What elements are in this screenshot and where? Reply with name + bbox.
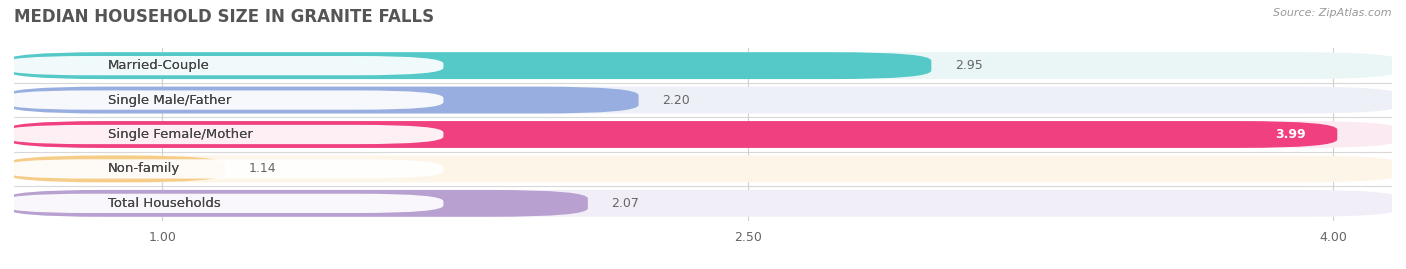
Text: 2.07: 2.07 — [612, 197, 640, 210]
FancyBboxPatch shape — [6, 87, 1400, 114]
Text: 3.99: 3.99 — [1275, 128, 1306, 141]
Text: Non-family: Non-family — [108, 162, 180, 175]
FancyBboxPatch shape — [3, 125, 443, 144]
Text: 2.95: 2.95 — [955, 59, 983, 72]
Text: MEDIAN HOUSEHOLD SIZE IN GRANITE FALLS: MEDIAN HOUSEHOLD SIZE IN GRANITE FALLS — [14, 8, 434, 26]
FancyBboxPatch shape — [3, 90, 443, 110]
FancyBboxPatch shape — [6, 52, 931, 79]
Text: Married-Couple: Married-Couple — [108, 59, 209, 72]
FancyBboxPatch shape — [6, 52, 1400, 79]
Text: 2.20: 2.20 — [662, 94, 690, 107]
FancyBboxPatch shape — [6, 190, 588, 217]
Text: Source: ZipAtlas.com: Source: ZipAtlas.com — [1274, 8, 1392, 18]
FancyBboxPatch shape — [6, 155, 225, 182]
FancyBboxPatch shape — [3, 56, 443, 75]
FancyBboxPatch shape — [3, 194, 443, 213]
FancyBboxPatch shape — [6, 121, 1337, 148]
Text: Single Male/Father: Single Male/Father — [108, 94, 231, 107]
Text: Married-Couple: Married-Couple — [108, 59, 209, 72]
FancyBboxPatch shape — [3, 159, 443, 179]
Text: 1.14: 1.14 — [249, 162, 276, 175]
Text: Single Male/Father: Single Male/Father — [108, 94, 231, 107]
Text: Non-family: Non-family — [108, 162, 180, 175]
Text: Single Female/Mother: Single Female/Mother — [108, 128, 253, 141]
FancyBboxPatch shape — [6, 190, 1400, 217]
FancyBboxPatch shape — [6, 155, 1400, 182]
FancyBboxPatch shape — [6, 87, 638, 114]
Text: Total Households: Total Households — [108, 197, 221, 210]
Text: Total Households: Total Households — [108, 197, 221, 210]
Text: Single Female/Mother: Single Female/Mother — [108, 128, 253, 141]
FancyBboxPatch shape — [6, 121, 1400, 148]
